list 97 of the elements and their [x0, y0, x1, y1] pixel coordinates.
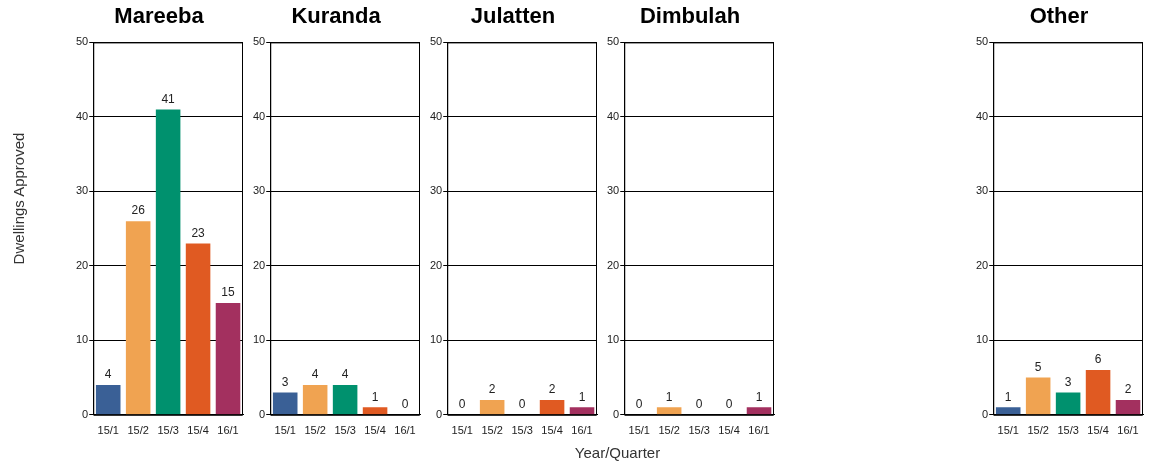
data-label: 4 — [104, 367, 112, 382]
y-tick-label: 20 — [606, 258, 620, 271]
x-tick-label: 15/1 — [997, 424, 1019, 437]
x-tick-label: 15/3 — [511, 424, 533, 437]
x-tick-label: 15/4 — [718, 424, 740, 437]
bar — [215, 303, 241, 415]
y-tick-label: 10 — [75, 333, 89, 346]
data-label: 0 — [401, 397, 409, 412]
bar — [155, 109, 181, 415]
bar — [1085, 370, 1111, 415]
y-tick-label: 50 — [429, 35, 443, 48]
y-tick-label: 30 — [606, 184, 620, 197]
x-tick-label: 15/3 — [688, 424, 710, 437]
data-label: 0 — [458, 397, 466, 412]
bar — [995, 407, 1021, 415]
x-tick-label: 15/1 — [274, 424, 296, 437]
data-label: 0 — [695, 397, 703, 412]
y-tick-label: 10 — [975, 333, 989, 346]
data-label: 1 — [665, 389, 673, 404]
data-label: 23 — [191, 225, 206, 240]
data-label: 6 — [1094, 352, 1102, 367]
data-label: 1 — [1004, 389, 1012, 404]
x-tick-label: 15/1 — [628, 424, 650, 437]
bar — [185, 243, 211, 415]
y-tick-label: 20 — [429, 258, 443, 271]
data-label: 2 — [488, 382, 496, 397]
x-tick-label: 15/2 — [658, 424, 680, 437]
chart-title: Julatten — [470, 3, 556, 29]
data-label: 2 — [548, 382, 556, 397]
chart-title: Other — [1029, 3, 1089, 29]
x-tick-label: 15/2 — [304, 424, 326, 437]
bar — [95, 385, 121, 415]
y-tick-label: 20 — [252, 258, 266, 271]
bar — [1055, 392, 1081, 415]
y-tick-label: 0 — [436, 407, 443, 420]
data-label: 41 — [161, 91, 176, 106]
y-tick-label: 10 — [252, 333, 266, 346]
y-tick-label: 50 — [606, 35, 620, 48]
y-tick-label: 50 — [252, 35, 266, 48]
y-tick-label: 30 — [252, 184, 266, 197]
x-tick-label: 15/3 — [157, 424, 179, 437]
y-tick-label: 40 — [606, 109, 620, 122]
data-label: 0 — [725, 397, 733, 412]
data-label: 15 — [221, 285, 236, 300]
y-tick-label: 30 — [429, 184, 443, 197]
y-tick-label: 50 — [975, 35, 989, 48]
data-label: 26 — [131, 203, 146, 218]
x-tick-label: 15/3 — [334, 424, 356, 437]
y-tick-label: 0 — [982, 407, 989, 420]
x-tick-label: 16/1 — [217, 424, 239, 437]
x-tick-label: 16/1 — [1117, 424, 1139, 437]
x-tick-label: 15/4 — [187, 424, 209, 437]
x-tick-label: 15/4 — [364, 424, 386, 437]
data-label: 1 — [755, 389, 763, 404]
y-tick-label: 40 — [75, 109, 89, 122]
y-tick-label: 0 — [613, 407, 620, 420]
data-label: 4 — [311, 367, 319, 382]
chart-title: Dimbulah — [639, 3, 741, 29]
data-label: 1 — [578, 389, 586, 404]
x-tick-label: 15/1 — [451, 424, 473, 437]
x-tick-label: 15/4 — [1087, 424, 1109, 437]
x-axis-title: Year/Quarter — [573, 444, 662, 461]
x-tick-label: 15/2 — [481, 424, 503, 437]
y-tick-label: 10 — [429, 333, 443, 346]
data-label: 0 — [518, 397, 526, 412]
y-tick-label: 40 — [252, 109, 266, 122]
x-tick-label: 16/1 — [571, 424, 593, 437]
data-label: 0 — [635, 397, 643, 412]
x-tick-label: 15/1 — [97, 424, 119, 437]
bar — [1025, 377, 1051, 415]
x-tick-label: 15/4 — [541, 424, 563, 437]
y-tick-label: 20 — [75, 258, 89, 271]
y-tick-label: 40 — [429, 109, 443, 122]
bar — [125, 221, 151, 415]
chart-title: Kuranda — [291, 3, 382, 29]
x-tick-label: 16/1 — [748, 424, 770, 437]
data-label: 3 — [1064, 374, 1072, 389]
bar — [1115, 399, 1141, 415]
y-tick-label: 0 — [82, 407, 89, 420]
x-tick-label: 15/2 — [1027, 424, 1049, 437]
y-tick-label: 30 — [975, 184, 989, 197]
data-label: 2 — [1124, 382, 1132, 397]
y-tick-label: 40 — [975, 109, 989, 122]
data-label: 3 — [281, 374, 289, 389]
data-label: 4 — [341, 367, 349, 382]
chart-title: Mareeba — [114, 3, 205, 29]
x-tick-label: 16/1 — [394, 424, 416, 437]
y-tick-label: 50 — [75, 35, 89, 48]
x-tick-label: 15/2 — [127, 424, 149, 437]
y-tick-label: 30 — [75, 184, 89, 197]
y-axis-title: Dwellings Approved — [9, 131, 27, 267]
data-label: 1 — [371, 389, 379, 404]
x-tick-label: 15/3 — [1057, 424, 1079, 437]
y-tick-label: 10 — [606, 333, 620, 346]
y-tick-label: 20 — [975, 258, 989, 271]
y-tick-label: 0 — [259, 407, 266, 420]
data-label: 5 — [1034, 359, 1042, 374]
